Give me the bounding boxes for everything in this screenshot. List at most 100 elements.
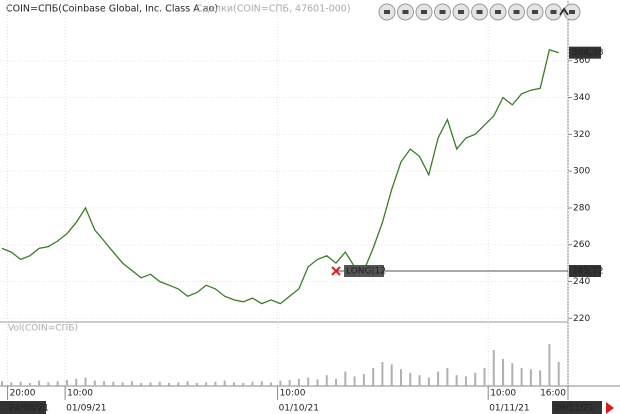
volume-bar bbox=[112, 381, 115, 386]
toolbar-icon bbox=[569, 10, 575, 14]
price-box bbox=[569, 264, 601, 277]
position-tag-box bbox=[344, 264, 385, 277]
volume-bar bbox=[325, 375, 328, 386]
position-price: 245,72 bbox=[572, 266, 604, 276]
volume-bar bbox=[446, 368, 449, 386]
volume-bar bbox=[511, 363, 514, 386]
toolbar-icon bbox=[402, 10, 409, 14]
toolbar-icon bbox=[458, 10, 464, 14]
volume-bar bbox=[121, 382, 124, 386]
volume-bar bbox=[75, 378, 78, 386]
scroll-marker bbox=[606, 402, 614, 414]
volume-bar bbox=[56, 381, 59, 386]
volume-bar bbox=[539, 370, 542, 386]
toolbar-icon bbox=[421, 10, 427, 14]
chart-subtitle: Сделки(COIN=СПБ, 47601-000) bbox=[196, 4, 351, 15]
x-date-label: 09/11/21 bbox=[554, 404, 594, 414]
price-line bbox=[1, 48, 559, 305]
volume-bar bbox=[297, 378, 300, 386]
volume-bar bbox=[205, 382, 208, 386]
toolbar bbox=[378, 3, 581, 21]
volume-bar bbox=[168, 383, 171, 386]
volume-bar bbox=[158, 381, 161, 386]
volume-bar bbox=[251, 381, 254, 386]
y-tick-label: 260 bbox=[573, 240, 590, 250]
toolbar-icon bbox=[476, 10, 483, 14]
volume-bar bbox=[223, 380, 226, 386]
volume-bar bbox=[279, 380, 282, 386]
toolbar-icon bbox=[495, 10, 501, 14]
x-date-label: 24/08/21 bbox=[9, 404, 49, 414]
volume-bar bbox=[455, 375, 458, 386]
volume-bar bbox=[130, 381, 133, 386]
position-tag: LONG|12 bbox=[346, 266, 386, 276]
volume-bar bbox=[353, 376, 356, 386]
volume-bar bbox=[316, 379, 319, 386]
volume-bar bbox=[38, 380, 41, 386]
y-tick-label: 300 bbox=[573, 167, 590, 177]
y-tick-label: 320 bbox=[573, 130, 590, 140]
volume-bar bbox=[232, 382, 235, 386]
volume-bar bbox=[149, 382, 152, 386]
x-tick-label: 10:00 bbox=[67, 389, 93, 399]
y-tick-label: 220 bbox=[573, 314, 590, 324]
volume-bar bbox=[84, 377, 87, 386]
volume-label: Vol(COIN=СПБ) bbox=[8, 324, 78, 334]
volume-bar bbox=[492, 350, 495, 386]
x-date-label: 01/09/21 bbox=[66, 404, 106, 414]
price-box bbox=[569, 46, 601, 59]
x-tick-label: 20:00 bbox=[10, 389, 36, 399]
volume-bar bbox=[399, 369, 402, 386]
date-box bbox=[0, 401, 46, 414]
toolbar-icon bbox=[384, 10, 390, 14]
toolbar-icon bbox=[532, 10, 538, 14]
volume-bar bbox=[103, 381, 106, 386]
volume-bar bbox=[28, 383, 31, 386]
collapse-icon bbox=[559, 7, 569, 16]
y-tick-label: 360 bbox=[573, 56, 590, 66]
volume-bar bbox=[307, 377, 310, 386]
volume-bar bbox=[177, 382, 180, 386]
volume-bar bbox=[372, 368, 375, 386]
volume-bar bbox=[362, 374, 365, 386]
volume-bar bbox=[140, 383, 143, 386]
volume-bar bbox=[260, 381, 263, 386]
volume-bar bbox=[557, 362, 560, 386]
volume-bar bbox=[427, 377, 430, 386]
volume-bar bbox=[520, 368, 523, 386]
volume-bar bbox=[474, 372, 477, 386]
volume-bar bbox=[437, 371, 440, 386]
volume-bar bbox=[242, 383, 245, 386]
x-tick-label: 16:00 bbox=[540, 389, 566, 399]
x-tick-label: 10:00 bbox=[280, 389, 306, 399]
volume-bar bbox=[93, 380, 96, 386]
volume-bar bbox=[195, 383, 198, 386]
toolbar-icon bbox=[513, 10, 520, 14]
volume-bar bbox=[19, 381, 22, 386]
volume-bar bbox=[1, 381, 3, 386]
date-box bbox=[552, 401, 602, 414]
volume-bar bbox=[47, 382, 50, 386]
volume-bar bbox=[344, 371, 347, 386]
volume-bar bbox=[502, 359, 505, 386]
x-date-label: 01/10/21 bbox=[279, 404, 319, 414]
volume-bar bbox=[548, 344, 551, 386]
volume-bar bbox=[464, 376, 467, 386]
x-date-label: 01/11/21 bbox=[489, 404, 529, 414]
position-marker bbox=[331, 266, 341, 276]
volume-bar bbox=[335, 378, 338, 386]
chart-title: COIN=СПБ(Coinbase Global, Inc. Class A a… bbox=[6, 4, 218, 15]
y-tick-label: 240 bbox=[573, 277, 590, 287]
volume-bar bbox=[214, 381, 217, 386]
x-tick-label: 10:00 bbox=[490, 389, 516, 399]
last-price: 364,38 bbox=[572, 48, 604, 58]
volume-bar bbox=[270, 382, 273, 386]
toolbar-icon bbox=[439, 10, 446, 14]
y-tick-label: 280 bbox=[573, 203, 590, 213]
y-tick-label: 340 bbox=[573, 93, 590, 103]
volume-bar bbox=[288, 380, 291, 386]
volume-bar bbox=[10, 382, 13, 386]
volume-bar bbox=[65, 380, 68, 386]
